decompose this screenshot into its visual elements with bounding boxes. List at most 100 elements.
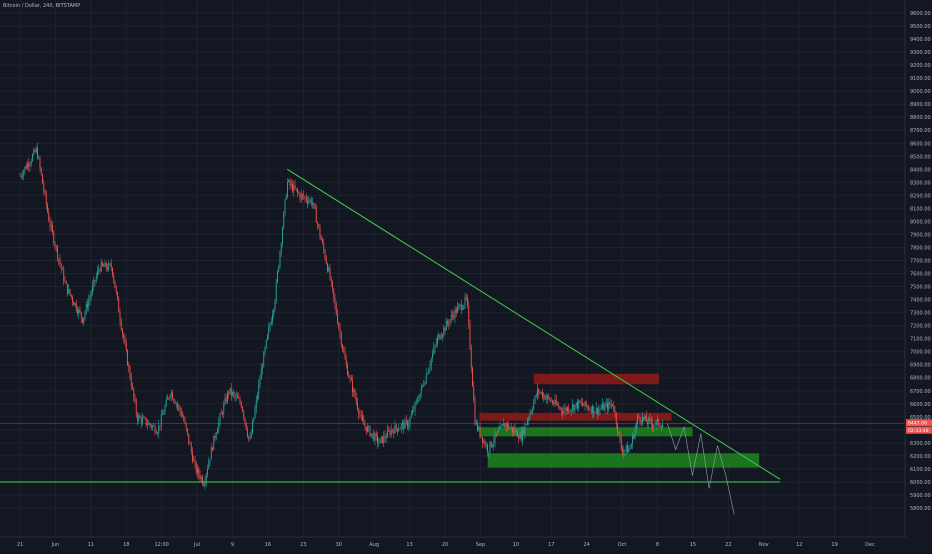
candle-body (470, 348, 472, 368)
candle-body (264, 347, 266, 353)
candle-body (220, 412, 222, 415)
candle-body (92, 285, 93, 294)
candle-body (95, 276, 97, 282)
candle-body (78, 309, 80, 314)
candle-body (308, 200, 310, 204)
candle-body (484, 440, 486, 446)
candle-body (382, 436, 383, 444)
candle-body (355, 397, 357, 403)
candle-body (372, 433, 373, 434)
candle-body (312, 202, 313, 205)
candle-body (550, 400, 552, 402)
candle-body (352, 380, 353, 392)
candle-body (348, 375, 350, 378)
candle-body (588, 406, 590, 410)
candle-body (409, 418, 411, 425)
candle-body (383, 435, 385, 444)
candle-body (127, 350, 128, 366)
candle-body (389, 430, 391, 435)
candle-body (439, 334, 441, 339)
candle-body (30, 161, 32, 164)
x-tick-label: 9 (231, 542, 234, 548)
candle-body (482, 436, 483, 443)
candle-body (248, 436, 250, 439)
candle-body (605, 403, 607, 406)
candle-body (183, 416, 185, 421)
y-tick-label: 8500.00 (910, 154, 931, 160)
candle-body (384, 435, 386, 439)
candle-body (562, 410, 563, 414)
candle-body (467, 297, 468, 305)
candle-body (598, 409, 600, 414)
candle-body (205, 473, 207, 482)
candle-body (164, 406, 166, 414)
price-axis (905, 0, 932, 550)
candle-body (118, 298, 120, 313)
candle-body (94, 280, 96, 282)
candle-body (624, 449, 626, 451)
candle-body (632, 435, 633, 445)
candle-body (330, 278, 332, 282)
candle-body (599, 408, 601, 410)
y-tick-label: 8900.00 (910, 102, 931, 108)
candle-body (643, 417, 645, 420)
candle-body (75, 303, 77, 311)
trendlines (0, 168, 905, 515)
candle-body (203, 483, 205, 486)
candle-body (37, 147, 38, 159)
y-tick-label: 6800.00 (910, 376, 931, 382)
candle-body (619, 432, 621, 440)
candle-body (277, 271, 278, 283)
candle-body (202, 477, 203, 484)
candle-body (595, 407, 597, 413)
candle-body (138, 415, 140, 421)
candle-body (579, 400, 581, 403)
candle-body (350, 377, 352, 381)
candle-body (72, 297, 73, 302)
candle-body (67, 284, 68, 294)
x-tick-label: Jun (51, 542, 60, 548)
candle-body (380, 436, 382, 439)
candle-body (110, 264, 112, 268)
candle-body (229, 387, 231, 394)
candle-body (570, 409, 572, 411)
candle-body (354, 389, 356, 398)
candle-body (448, 323, 450, 325)
candle-body (114, 280, 116, 289)
candle-body (539, 392, 541, 394)
candle-body (209, 459, 211, 463)
candle-body (63, 269, 65, 282)
candle-body (317, 223, 318, 225)
candle-body (38, 157, 40, 159)
candle-body (557, 404, 558, 406)
candle-body (378, 443, 380, 444)
candle-body (445, 321, 447, 331)
candle-body (367, 426, 368, 432)
candle-body (442, 334, 443, 338)
candle-body (509, 427, 511, 429)
candle-body (77, 310, 78, 314)
candle-body (192, 451, 193, 462)
candle-body (309, 199, 311, 201)
candle-body (270, 321, 272, 325)
candle-body (417, 400, 418, 402)
y-tick-label: 9100.00 (910, 76, 931, 82)
candle-body (513, 428, 515, 432)
y-tick-label: 7600.00 (910, 272, 931, 278)
candle-body (173, 398, 175, 402)
x-tick-label: Sep (476, 542, 485, 548)
candle-body (472, 367, 473, 387)
candle-body (514, 428, 516, 433)
candle-body (258, 384, 260, 396)
candle-body (170, 392, 172, 396)
candle-body (464, 297, 466, 306)
x-tick-label: Oct (618, 542, 627, 548)
x-tick-label: 22 (725, 542, 731, 548)
candle-body (143, 417, 145, 419)
x-tick-label: Jul (193, 542, 200, 548)
candle-body (84, 312, 86, 318)
candle-body (219, 414, 221, 422)
candle-body (469, 323, 471, 349)
